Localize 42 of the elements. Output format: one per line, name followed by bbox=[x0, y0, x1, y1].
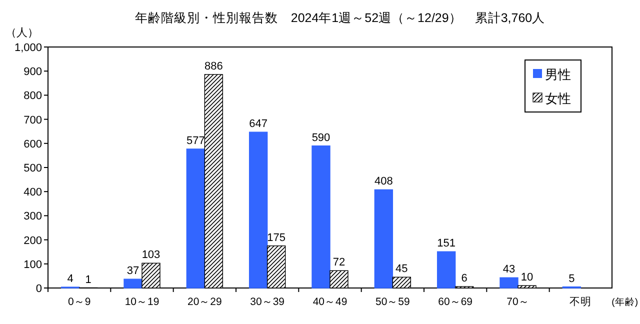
chart-title: 年齢階級別・性別報告数 2024年1週～52週（～12/29） 累計3,760人 bbox=[134, 11, 546, 25]
data-label: 886 bbox=[204, 60, 223, 72]
x-tick-label: 0～9 bbox=[68, 296, 91, 308]
data-label: 72 bbox=[332, 256, 346, 269]
legend-label: 男性 bbox=[545, 67, 571, 82]
data-label: 408 bbox=[374, 176, 393, 188]
data-label: 103 bbox=[142, 249, 160, 262]
data-label: 1 bbox=[85, 274, 92, 286]
y-tick-label: 600 bbox=[24, 138, 42, 150]
y-tick-label: 900 bbox=[24, 66, 42, 78]
y-tick-label: 700 bbox=[24, 114, 42, 126]
data-label: 175 bbox=[267, 232, 286, 244]
y-tick-label: 200 bbox=[24, 234, 42, 247]
y-tick-label: 100 bbox=[24, 258, 42, 271]
data-label: 37 bbox=[126, 265, 140, 278]
x-tick-label: 60～69 bbox=[438, 296, 473, 308]
x-tick-label: 70～ bbox=[506, 296, 530, 308]
y-tick-label: 800 bbox=[24, 90, 42, 102]
x-tick-label: 50～59 bbox=[375, 296, 410, 308]
data-label: 151 bbox=[437, 238, 456, 250]
data-label: 10 bbox=[520, 272, 534, 284]
legend-label: 女性 bbox=[545, 91, 571, 106]
y-axis-title: （人） bbox=[6, 27, 38, 39]
data-label: 4 bbox=[67, 273, 74, 286]
y-tick-label: 400 bbox=[24, 186, 42, 199]
data-label: 45 bbox=[396, 263, 408, 276]
x-tick-label: 30～39 bbox=[250, 296, 285, 308]
data-label: 577 bbox=[186, 134, 205, 147]
y-tick-label: 300 bbox=[24, 210, 42, 223]
x-tick-label: 不明 bbox=[570, 296, 592, 308]
data-label: 5 bbox=[568, 272, 575, 285]
y-tick-label: 500 bbox=[24, 162, 42, 174]
x-tick-label: 40～49 bbox=[312, 296, 348, 308]
data-label: 590 bbox=[312, 132, 330, 144]
y-tick-label: 0 bbox=[36, 283, 42, 295]
data-label: 647 bbox=[249, 118, 268, 130]
data-label: 6 bbox=[461, 272, 468, 285]
data-label: 43 bbox=[502, 264, 516, 276]
x-tick-label: 20～29 bbox=[187, 296, 222, 308]
x-tick-label: 10～19 bbox=[124, 296, 160, 308]
x-axis-title: (年齢) bbox=[612, 296, 638, 308]
y-tick-label: 1,000 bbox=[14, 42, 42, 54]
